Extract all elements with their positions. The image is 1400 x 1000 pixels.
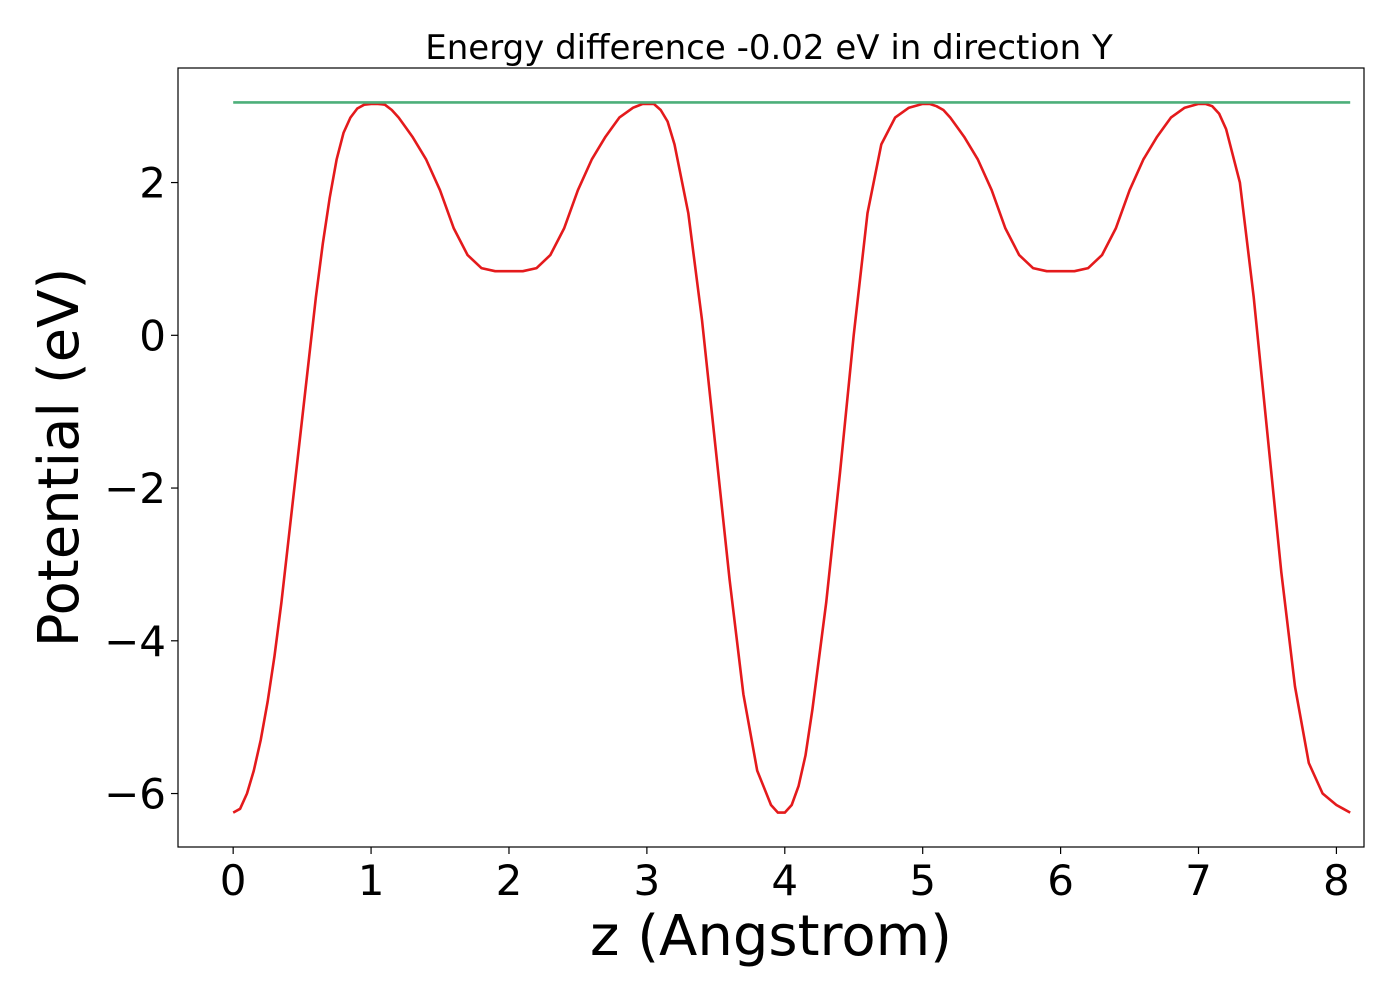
y-tick-label: −6	[104, 770, 166, 819]
x-tick-label: 2	[496, 856, 523, 905]
y-axis-label: Potential (eV)	[27, 268, 92, 648]
x-axis-label: z (Angstrom)	[590, 904, 952, 969]
y-tick-label: 0	[139, 311, 166, 360]
chart-title: Energy difference -0.02 eV in direction …	[425, 28, 1113, 68]
x-tick-label: 6	[1047, 856, 1074, 905]
y-tick-label: −4	[104, 617, 166, 666]
y-tick-label: 2	[139, 159, 166, 208]
x-tick-label: 4	[771, 856, 798, 905]
x-tick-label: 3	[634, 856, 661, 905]
series-line-0	[232, 102, 1351, 814]
x-axis: 0 1 2 3 4 5 6 7 8	[220, 847, 1350, 905]
series-layer	[232, 101, 1351, 814]
y-tick-label: −2	[104, 464, 166, 513]
x-tick-label: 7	[1185, 856, 1212, 905]
x-tick-label: 0	[220, 856, 247, 905]
x-tick-label: 5	[909, 856, 936, 905]
x-tick-label: 8	[1323, 856, 1350, 905]
plot-frame	[177, 67, 1365, 848]
x-tick-label: 1	[358, 856, 385, 905]
y-axis: −6 −4 −2 0 2	[104, 159, 178, 819]
